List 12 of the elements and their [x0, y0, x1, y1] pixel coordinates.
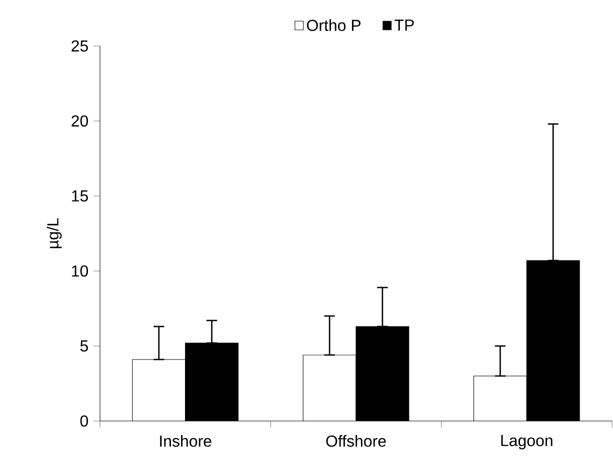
y-tick-label: 15	[72, 190, 88, 202]
legend-label: TP	[394, 20, 414, 31]
y-axis-title: µg/L	[46, 218, 62, 248]
y-tick-label: 5	[80, 340, 88, 352]
legend-label: Ortho P	[306, 19, 360, 32]
y-tick-label: 20	[72, 115, 88, 127]
y-tick-label: 25	[72, 40, 88, 52]
y-tick-label: 10	[72, 265, 88, 277]
y-tick-label: 0	[80, 415, 88, 427]
x-tick-label: Offshore	[326, 435, 386, 447]
x-tick-label: Inshore	[160, 435, 212, 447]
x-tick-label: Lagoon	[501, 435, 552, 450]
